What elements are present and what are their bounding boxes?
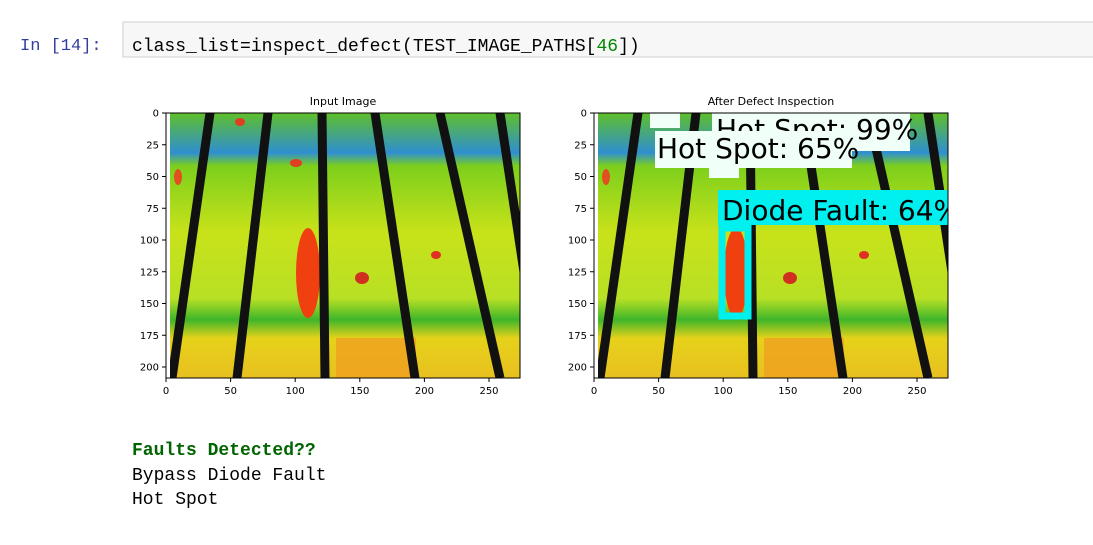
image-plot: Input Image 0 50 100 150 200 250 0 25 50 75 100 125… (140, 95, 540, 397)
x-tick-label: 250 (479, 386, 498, 397)
code-text: ]) (618, 37, 640, 57)
y-tick-label: 175 (568, 331, 587, 342)
x-tick-label: 50 (224, 386, 237, 397)
y-tick-label: 0 (581, 109, 587, 120)
y-tick-label: 150 (140, 299, 159, 310)
image-plot: Hot Spot: 99% Hot Spot: 65% Diode Fault:… (568, 95, 968, 397)
y-tick-label: 200 (568, 363, 587, 374)
cell-prompt: In [14]: (20, 37, 102, 56)
plot-title: After Defect Inspection (708, 95, 834, 108)
image (166, 113, 540, 378)
output-line: Bypass Diode Fault (132, 466, 326, 486)
y-tick-label: 200 (140, 363, 159, 374)
x-tick-label: 50 (652, 386, 665, 397)
x-tick-label: 150 (350, 386, 369, 397)
x-tick-label: 100 (286, 386, 305, 397)
box-label (718, 190, 948, 225)
axes-frame (593, 112, 949, 379)
y-tick-label: 100 (140, 236, 159, 247)
x-tick-label: 0 (591, 386, 597, 397)
y-tick-label: 75 (574, 204, 587, 215)
y-tick-label: 150 (568, 299, 587, 310)
y-tick-label: 175 (140, 331, 159, 342)
detection-label: Diode Fault: 64% (722, 194, 960, 227)
output-heading: Faults Detected?? (132, 441, 316, 461)
x-tick-label: 150 (778, 386, 797, 397)
code-cell[interactable] (122, 21, 1093, 58)
x-tick-label: 0 (163, 386, 169, 397)
code: class_list=inspect_defect(TEST_IMAGE_PAT… (132, 37, 640, 57)
detection-label: Hot Spot: 65% (657, 132, 859, 165)
y-tick-label: 50 (574, 172, 587, 183)
box-label (650, 113, 680, 128)
x-tick-label: 100 (714, 386, 733, 397)
y-tick-label: 125 (568, 267, 587, 278)
y-tick-label: 0 (153, 109, 159, 120)
plot-title: Input Image (310, 95, 377, 108)
y-tick-label: 100 (568, 236, 587, 247)
bounding-box (718, 224, 752, 320)
output-line: Hot Spot (132, 490, 218, 510)
code-number: 46 (596, 37, 618, 57)
axes-frame (165, 112, 521, 379)
x-tick-label: 250 (907, 386, 926, 397)
box-label (655, 131, 852, 168)
y-tick-label: 50 (146, 172, 159, 183)
x-tick-label: 200 (843, 386, 862, 397)
code-text: class_list=inspect_defect(TEST_IMAGE_PAT… (132, 37, 596, 57)
y-tick-label: 25 (146, 140, 159, 151)
x-tick-label: 200 (415, 386, 434, 397)
y-tick-label: 25 (574, 140, 587, 151)
y-tick-label: 125 (140, 267, 159, 278)
y-tick-label: 75 (146, 204, 159, 215)
